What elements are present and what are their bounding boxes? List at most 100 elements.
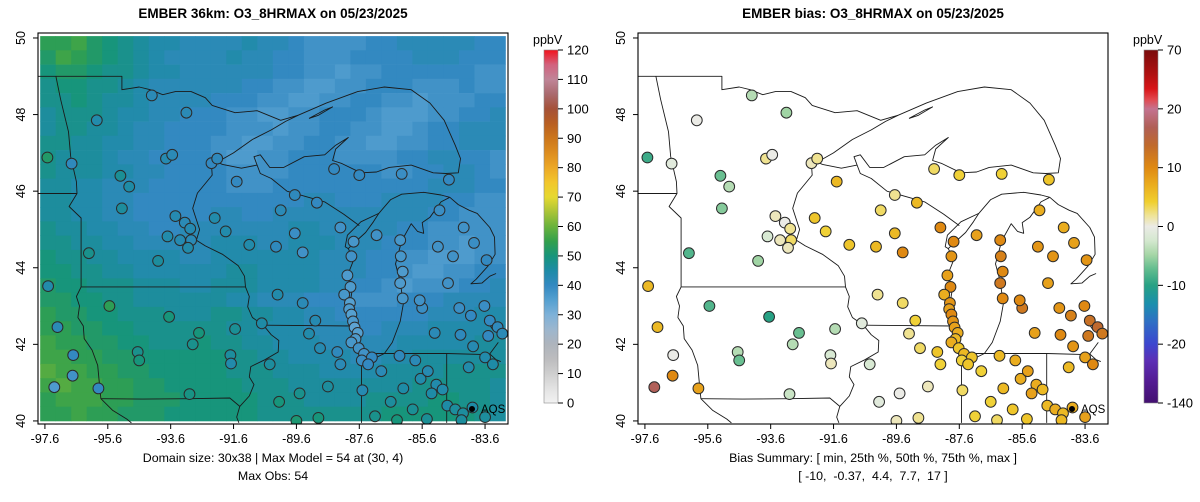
monitor-site-dot [66, 369, 79, 382]
raster-cell [133, 164, 150, 179]
plot-box [637, 32, 1109, 425]
raster-cell [459, 278, 475, 293]
monitor-site-dot [496, 327, 508, 340]
raster-cell [71, 207, 87, 222]
colorbar-tick-label: 30 [567, 307, 581, 322]
raster-cell [303, 378, 320, 393]
raster-cell [334, 64, 351, 80]
monitor-site-dot [745, 89, 758, 102]
x-axis-tick-label: -97.6 [31, 432, 60, 446]
monitor-site-dot [322, 380, 334, 393]
monitor-site-dot [890, 415, 903, 424]
y-axis: 40 42 44 46 48 50 [614, 31, 638, 428]
raster-cell [195, 363, 212, 379]
raster-cell [257, 50, 274, 65]
monitor-site-dot [467, 340, 480, 353]
monitor-site-dot [994, 234, 1007, 247]
raster-cell [474, 164, 491, 179]
y-axis-tick-label: 44 [14, 261, 28, 275]
monitor-site-dot [225, 357, 237, 370]
monitor-site-dot [893, 387, 906, 400]
raster-cell [241, 264, 258, 279]
raster-cell [257, 392, 274, 407]
raster-cell [474, 221, 491, 236]
raster-cell [381, 235, 398, 251]
raster-cell [365, 150, 382, 165]
raster-cell [257, 36, 274, 51]
monitor-site-dot [1042, 277, 1054, 290]
raster-cell [195, 36, 212, 51]
monitor-site-dot [723, 180, 736, 193]
raster-cell [148, 221, 165, 236]
raster-cell [117, 278, 134, 293]
raster-cell [226, 150, 243, 165]
raster-cell [381, 107, 398, 122]
x-axis-tick-label: -91.6 [819, 432, 848, 446]
colorbar-tick-label: 70 [567, 190, 581, 205]
monitor-site-dot [931, 346, 944, 358]
raster-cell [288, 207, 305, 222]
raster-cell [164, 335, 181, 350]
monitor-site-dot [184, 222, 197, 235]
raster-cell [490, 178, 506, 194]
monitor-site-dot [479, 411, 492, 424]
raster-cell [288, 349, 305, 365]
monitor-site-dot [1055, 414, 1068, 424]
raster-cell [490, 278, 506, 293]
raster-cell [241, 164, 258, 179]
raster-cell [133, 406, 150, 422]
outline-canada-border [38, 75, 299, 121]
raster-cell [490, 406, 506, 422]
monitor-site-dot [1021, 413, 1033, 424]
monitor-site-dot [51, 321, 64, 334]
raster-cell [71, 121, 87, 137]
raster-cell [164, 363, 181, 379]
raster-cell [459, 93, 475, 108]
raster-cell [226, 278, 243, 293]
raster-cell [164, 121, 181, 137]
raster-cell [71, 321, 87, 336]
raster-cell [241, 93, 258, 108]
raster-cell [303, 207, 320, 222]
monitor-site-dot [394, 277, 407, 290]
raster-cell [55, 349, 72, 365]
raster-cell [288, 135, 305, 151]
x-axis-tick-label: -85.6 [408, 432, 437, 446]
raster-cell [272, 150, 289, 165]
raster-cell [71, 36, 87, 51]
x-axis-tick-label: -95.6 [94, 432, 123, 446]
raster-cell [350, 207, 367, 222]
raster-cell [148, 349, 165, 365]
monitor-site-dot [468, 237, 480, 249]
colorbar-tick-label: 90 [567, 131, 581, 146]
raster-cell [86, 292, 103, 308]
raster-cell [319, 292, 336, 308]
outline-mississippi-river [836, 324, 880, 424]
colorbar-tick-label: 80 [567, 160, 581, 175]
raster-cell [226, 121, 243, 137]
monitor-site-dot [896, 246, 909, 259]
monitor-site-dot [863, 358, 876, 371]
raster-cell [288, 306, 305, 322]
raster-cell [133, 135, 150, 151]
monitor-site-dot [409, 354, 422, 367]
raster-cell [133, 392, 150, 407]
monitor-site-dot [651, 321, 664, 334]
raster-cell [396, 107, 413, 122]
monitor-site-dot [934, 358, 947, 371]
raster-cell [412, 121, 429, 137]
monitor-site-dot [334, 221, 347, 234]
monitor-site-dot [273, 395, 286, 408]
x-axis-tick-label: -83.6 [471, 432, 500, 446]
raster-cell [241, 292, 258, 308]
monitor-site-dot [83, 247, 95, 260]
colorbar-tick-label: 10 [567, 366, 581, 381]
raster-cell [241, 121, 258, 137]
raster-cell [148, 164, 165, 179]
raster-cell [55, 221, 72, 236]
raster-cell [86, 363, 103, 379]
monitor-site-dot [843, 238, 856, 251]
monitor-site-dot [648, 381, 661, 394]
raster-cell [179, 150, 196, 165]
raster-cell [241, 107, 258, 122]
